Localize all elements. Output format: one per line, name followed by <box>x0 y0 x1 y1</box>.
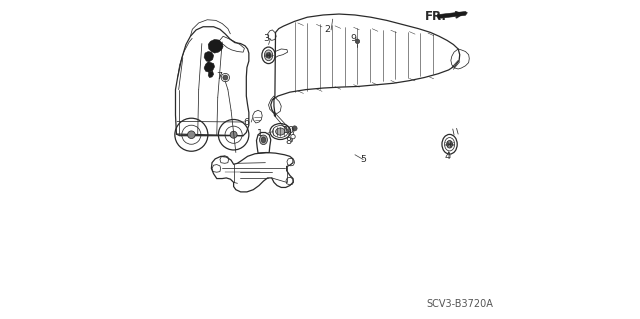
Ellipse shape <box>261 137 266 143</box>
Text: 2: 2 <box>324 26 330 34</box>
Circle shape <box>223 75 228 80</box>
Circle shape <box>230 131 237 138</box>
Text: 10: 10 <box>283 126 295 135</box>
Ellipse shape <box>266 52 271 58</box>
Polygon shape <box>204 51 214 62</box>
Ellipse shape <box>276 128 285 135</box>
Polygon shape <box>208 40 223 53</box>
Text: 4: 4 <box>444 152 450 161</box>
Polygon shape <box>208 71 214 78</box>
Text: 9: 9 <box>350 34 356 43</box>
Circle shape <box>292 126 297 131</box>
Ellipse shape <box>259 135 268 145</box>
Ellipse shape <box>264 50 273 61</box>
Circle shape <box>188 131 195 138</box>
Text: 8: 8 <box>285 137 291 145</box>
Text: 3: 3 <box>264 34 269 43</box>
Text: 7: 7 <box>216 72 222 81</box>
Text: SCV3-B3720A: SCV3-B3720A <box>426 299 493 309</box>
Polygon shape <box>438 11 467 19</box>
Polygon shape <box>204 62 214 72</box>
Circle shape <box>355 39 360 44</box>
Text: FR.: FR. <box>425 10 447 23</box>
Text: 1: 1 <box>257 129 262 138</box>
Text: 6: 6 <box>243 117 250 127</box>
Text: 5: 5 <box>360 155 367 164</box>
Ellipse shape <box>447 140 452 148</box>
